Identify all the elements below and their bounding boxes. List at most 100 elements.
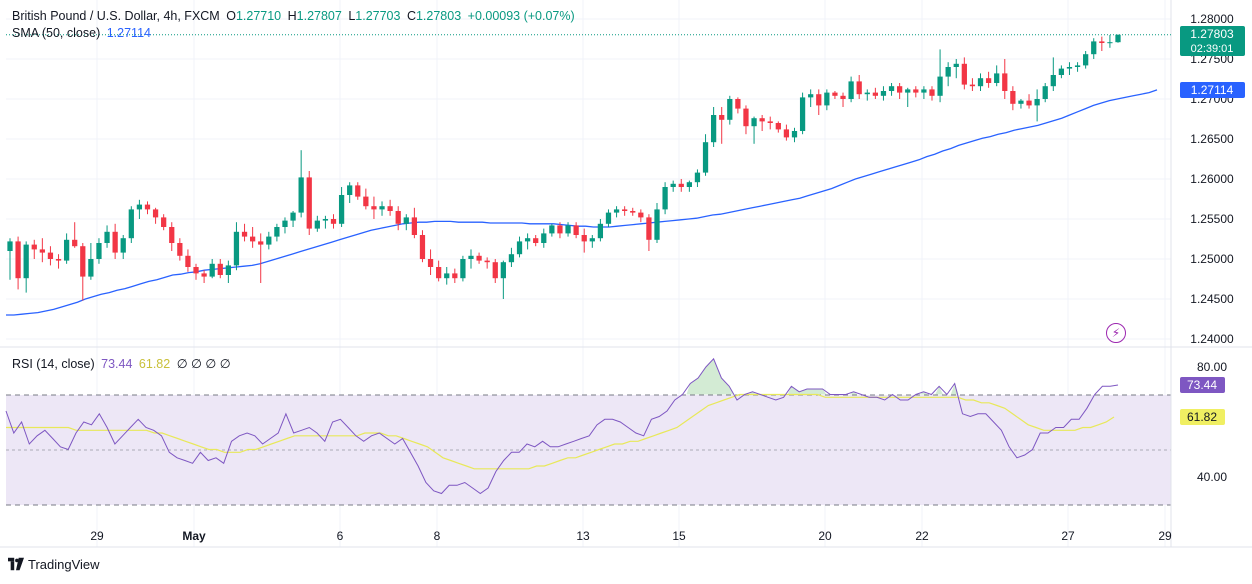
time-tick-label: 22 bbox=[915, 529, 929, 543]
candle-body bbox=[452, 273, 458, 279]
candle-body bbox=[177, 243, 183, 256]
candle-body bbox=[905, 89, 911, 93]
candle-body bbox=[112, 231, 118, 253]
candle-body bbox=[306, 177, 312, 229]
candle-body bbox=[783, 129, 790, 138]
time-tick-label: May bbox=[182, 529, 206, 543]
candle-body bbox=[751, 118, 757, 127]
candle-body bbox=[1115, 34, 1121, 43]
candle-body bbox=[201, 273, 207, 277]
candle-body bbox=[937, 76, 943, 96]
rsi-legend-label: RSI (14, close) bbox=[12, 357, 95, 371]
overbought-area bbox=[919, 391, 928, 395]
candle-body bbox=[282, 220, 288, 227]
candle-body bbox=[824, 92, 830, 106]
candle-body bbox=[727, 99, 733, 120]
last-price-value: 1.27803 bbox=[1190, 27, 1234, 41]
candle-body bbox=[573, 225, 579, 235]
candle-body bbox=[298, 177, 304, 213]
candle-body bbox=[848, 81, 854, 99]
price-tick-label: 1.26500 bbox=[1190, 132, 1234, 146]
candle-body bbox=[953, 63, 959, 67]
candle-body bbox=[985, 78, 992, 83]
candle-body bbox=[266, 236, 272, 245]
candle-body bbox=[444, 273, 450, 279]
candle-body bbox=[581, 235, 587, 242]
candle-body bbox=[1058, 68, 1065, 75]
open-value: 1.27710 bbox=[235, 9, 282, 23]
candle-body bbox=[371, 206, 377, 210]
candle-body bbox=[23, 244, 29, 279]
candle-body bbox=[1026, 100, 1032, 106]
rsi-tick-label: 80.00 bbox=[1197, 360, 1227, 374]
last-price-tag: 1.27803 02:39:01 bbox=[1180, 26, 1245, 56]
price-tick-label: 1.25000 bbox=[1190, 252, 1234, 266]
candle-body bbox=[557, 225, 563, 234]
candle-body bbox=[565, 225, 571, 234]
rsi-legend-value: 73.44 bbox=[101, 357, 133, 371]
overbought-area bbox=[935, 386, 943, 395]
candle-body bbox=[670, 183, 676, 187]
candle-body bbox=[524, 238, 531, 242]
candle-body bbox=[476, 255, 482, 261]
candle-body bbox=[363, 196, 369, 207]
low-value: 1.27703 bbox=[355, 9, 401, 23]
rsi-legend[interactable]: RSI (14, close) 73.44 61.82 ∅ ∅ ∅ ∅ bbox=[12, 356, 234, 371]
candle-body bbox=[55, 259, 62, 261]
candle-body bbox=[169, 227, 175, 243]
candle-body bbox=[290, 212, 296, 221]
candle-body bbox=[7, 241, 13, 251]
overbought-area bbox=[748, 391, 757, 395]
candle-body bbox=[799, 97, 806, 131]
lightning-icon[interactable]: ⚡ bbox=[1106, 323, 1126, 343]
change-value: +0.00093 (+0.07%) bbox=[467, 9, 575, 23]
candle-body bbox=[808, 94, 814, 98]
candle-body bbox=[929, 89, 935, 96]
candle-body bbox=[104, 231, 110, 243]
candle-body bbox=[1083, 54, 1089, 66]
candle-body bbox=[961, 63, 967, 85]
candle-body bbox=[638, 212, 644, 218]
candle-body bbox=[387, 206, 393, 211]
candle-body bbox=[791, 131, 798, 138]
time-tick-label: 8 bbox=[434, 529, 441, 543]
candle-body bbox=[816, 94, 822, 106]
time-tick-label: 29 bbox=[1158, 529, 1172, 543]
candle-body bbox=[880, 91, 887, 96]
candle-body bbox=[39, 249, 45, 253]
close-value: 1.27803 bbox=[415, 9, 462, 23]
rsi-legend-na: ∅ ∅ ∅ ∅ bbox=[176, 357, 231, 371]
candle-body bbox=[1091, 41, 1097, 55]
candle-body bbox=[460, 259, 466, 279]
footer[interactable]: TradingView bbox=[8, 556, 100, 572]
symbol-title[interactable]: British Pound / U.S. Dollar, 4h, FXCM bbox=[12, 9, 220, 23]
rsi-ma-tag-value: 61.82 bbox=[1187, 410, 1217, 424]
candle-body bbox=[233, 231, 240, 266]
candle-body bbox=[1099, 41, 1105, 43]
candle-body bbox=[977, 78, 984, 87]
candle-body bbox=[897, 86, 903, 93]
bar-countdown: 02:39:01 bbox=[1191, 43, 1234, 55]
sma-legend[interactable]: SMA (50, close) 1.27114 bbox=[12, 26, 154, 40]
candle-body bbox=[241, 231, 248, 237]
candle-body bbox=[484, 260, 490, 263]
candle-body bbox=[541, 233, 547, 243]
time-tick-label: 15 bbox=[672, 529, 686, 543]
candle-body bbox=[549, 225, 555, 234]
candle-body bbox=[1050, 75, 1056, 87]
candle-body bbox=[436, 267, 442, 279]
candle-body bbox=[249, 236, 256, 242]
high-label: H bbox=[287, 9, 297, 23]
candle-body bbox=[492, 262, 498, 279]
candle-body bbox=[31, 244, 37, 250]
candle-body bbox=[96, 243, 102, 259]
time-tick-label: 20 bbox=[818, 529, 832, 543]
candle-body bbox=[330, 219, 337, 224]
open-label: O bbox=[226, 9, 236, 23]
candle-body bbox=[969, 84, 976, 87]
candle-body bbox=[622, 209, 628, 211]
candle-body bbox=[678, 183, 684, 187]
candle-body bbox=[152, 209, 159, 218]
candle-body bbox=[1002, 73, 1008, 91]
